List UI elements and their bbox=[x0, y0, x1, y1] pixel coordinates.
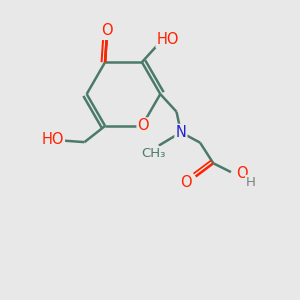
Text: O: O bbox=[101, 23, 112, 38]
Text: O: O bbox=[138, 118, 149, 134]
Text: O: O bbox=[180, 176, 192, 190]
Text: H: H bbox=[246, 176, 256, 189]
Text: HO: HO bbox=[41, 132, 64, 147]
Text: HO: HO bbox=[157, 32, 179, 47]
Text: N: N bbox=[176, 125, 186, 140]
Text: O: O bbox=[236, 166, 248, 181]
Text: CH₃: CH₃ bbox=[141, 147, 166, 160]
